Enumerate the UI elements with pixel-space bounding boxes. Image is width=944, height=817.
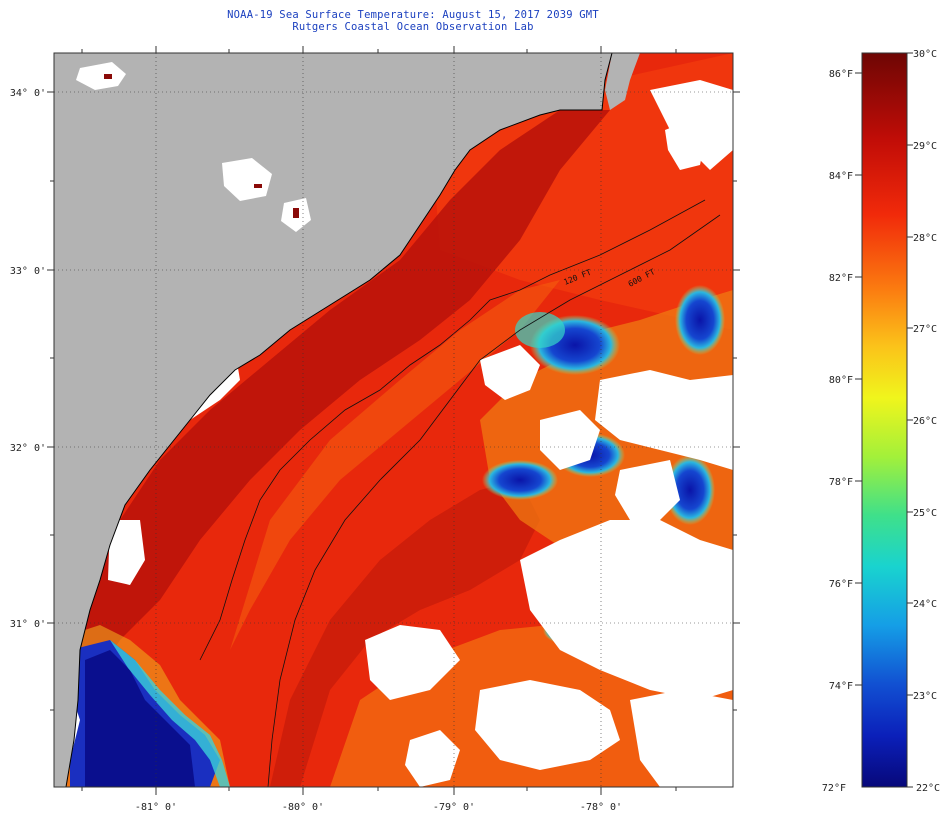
cb-f-72: 72°F bbox=[822, 783, 846, 794]
lon-label-80: -80° 0' bbox=[282, 802, 324, 813]
latitude-axis: 34° 0' 33° 0' 32° 0' 31° 0' bbox=[10, 88, 740, 711]
cb-c-23: 23°C bbox=[913, 691, 937, 702]
cb-f-86: 86°F bbox=[829, 69, 853, 80]
lon-label-78: -78° 0' bbox=[580, 802, 622, 813]
colorbar-ticks bbox=[855, 52, 913, 788]
lat-label-34: 34° 0' bbox=[10, 88, 46, 99]
colorbar-gradient bbox=[861, 52, 908, 788]
map-subtitle: Rutgers Coastal Ocean Observation Lab bbox=[292, 21, 534, 33]
colorbar: 86°F 84°F 82°F 80°F 78°F 76°F 74°F 72°F … bbox=[822, 49, 940, 794]
land-mass bbox=[54, 53, 612, 787]
cb-c-29: 29°C bbox=[913, 141, 937, 152]
cb-c-25: 25°C bbox=[913, 508, 937, 519]
cb-c-27: 27°C bbox=[913, 324, 937, 335]
isobath-120ft bbox=[199, 199, 706, 661]
cb-c-30: 30°C bbox=[913, 49, 937, 60]
inner-shelf-warm-band bbox=[54, 110, 610, 720]
lat-label-33: 33° 0' bbox=[10, 266, 46, 277]
map-area: 120 FT 600 FT bbox=[54, 53, 733, 787]
cb-f-84: 84°F bbox=[829, 171, 853, 182]
cb-c-22: 22°C bbox=[916, 783, 940, 794]
coastline bbox=[65, 53, 613, 787]
cb-f-74: 74°F bbox=[829, 681, 853, 692]
isobath-600ft bbox=[267, 214, 721, 787]
lat-label-32: 32° 0' bbox=[10, 443, 46, 454]
cb-f-76: 76°F bbox=[829, 579, 853, 590]
lon-label-81: -81° 0' bbox=[135, 802, 177, 813]
lon-label-79: -79° 0' bbox=[433, 802, 475, 813]
cb-c-26: 26°C bbox=[913, 416, 937, 427]
cb-f-80: 80°F bbox=[829, 375, 853, 386]
longitude-axis: -81° 0' -80° 0' -79° 0' -78° 0' bbox=[81, 46, 677, 813]
cb-c-24: 24°C bbox=[913, 599, 937, 610]
cb-f-82: 82°F bbox=[829, 273, 853, 284]
map-frame bbox=[53, 52, 734, 788]
map-title: NOAA-19 Sea Surface Temperature: August … bbox=[227, 9, 599, 21]
cb-c-28: 28°C bbox=[913, 233, 937, 244]
lat-label-31: 31° 0' bbox=[10, 619, 46, 630]
cb-f-78: 78°F bbox=[829, 477, 853, 488]
